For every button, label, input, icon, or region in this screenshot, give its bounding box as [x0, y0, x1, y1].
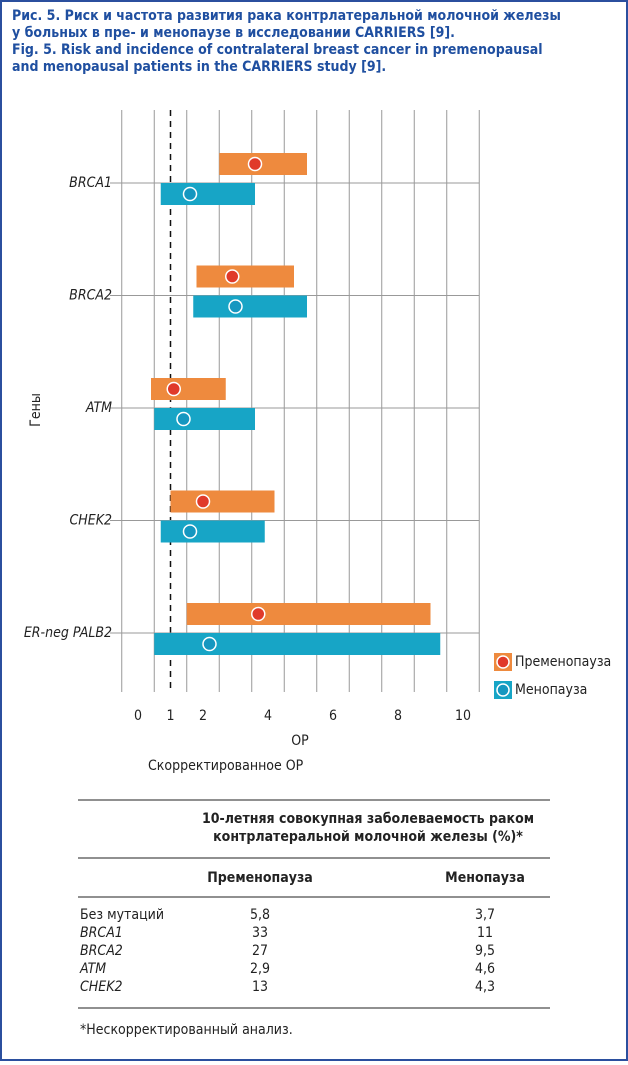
interval-bar [219, 153, 307, 175]
table-cell: 27 [252, 943, 268, 959]
table-cell: 5,8 [250, 907, 270, 923]
footnote: *Нескорректированный анализ. [80, 1022, 293, 1038]
table-cell: 11 [477, 925, 493, 941]
point-estimate [176, 411, 191, 427]
interval-bar [160, 183, 255, 205]
table-cell: 4,3 [475, 979, 495, 995]
row-label: BRCA1 [80, 925, 123, 941]
interval-bar [193, 295, 307, 318]
interval-bar [154, 408, 255, 430]
point-estimate [166, 381, 181, 397]
x-axis-label: ОР [291, 733, 309, 749]
x-tick-label: 4 [264, 708, 272, 724]
point-estimate [228, 299, 243, 314]
interval-bar [154, 633, 441, 655]
column-header: Пременопауза [207, 870, 313, 886]
interval-bar [151, 378, 226, 400]
interval-bar [196, 265, 294, 288]
row-label: BRCA2 [80, 943, 123, 959]
interval-bar [170, 490, 275, 513]
x-axis-label-2: Скорректированное ОР [148, 758, 304, 774]
table-cell: 4,6 [475, 961, 495, 977]
legend-dot [496, 683, 510, 697]
x-tick-label: 2 [199, 708, 207, 724]
interval-bar [160, 520, 265, 543]
caption-line: and menopausal patients in the CARRIERS … [12, 59, 386, 75]
y-tick-label: BRCA2 [69, 288, 112, 304]
column-header: Менопауза [445, 870, 525, 886]
legend-label: Менопауза [515, 682, 587, 698]
row-label: CHEK2 [80, 979, 123, 995]
interval-bar [186, 603, 431, 625]
point-estimate [182, 524, 198, 539]
table-title: 10-летняя совокупная заболеваемость рако… [202, 811, 534, 827]
point-estimate [195, 494, 211, 509]
caption-line: Рис. 5. Риск и частота развития рака кон… [12, 8, 561, 24]
x-tick-label: 8 [394, 708, 402, 724]
y-tick-label: ATM [85, 400, 112, 416]
point-estimate [251, 606, 266, 622]
y-tick-label: CHEK2 [70, 513, 113, 529]
x-tick-label: 6 [329, 708, 337, 724]
y-tick-label: BRCA1 [69, 175, 112, 191]
point-estimate [247, 156, 263, 172]
row-label: ATM [79, 961, 106, 977]
table-cell: 33 [252, 925, 268, 941]
caption-line: у больных в пре- и менопаузе в исследова… [12, 25, 455, 41]
table-cell: 13 [252, 979, 268, 995]
point-estimate [225, 269, 240, 284]
x-tick-label: 10 [455, 708, 471, 724]
caption-line: Fig. 5. Risk and incidence of contralate… [12, 42, 543, 58]
point-estimate [202, 636, 217, 652]
table-cell: 2,9 [250, 961, 270, 977]
y-tick-label: ER-neg PALB2 [24, 625, 112, 641]
table-cell: 3,7 [475, 907, 495, 923]
table-title: контрлатеральной молочной железы (%)* [213, 829, 523, 845]
row-label: Без мутаций [80, 907, 164, 923]
point-estimate [182, 186, 198, 202]
y-axis-label: Гены [28, 393, 44, 427]
table-cell: 9,5 [475, 943, 495, 959]
legend-dot [496, 655, 510, 669]
x-tick-label: 1 [166, 708, 174, 724]
x-tick-label: 0 [134, 708, 142, 724]
legend-label: Пременопауза [515, 654, 611, 670]
